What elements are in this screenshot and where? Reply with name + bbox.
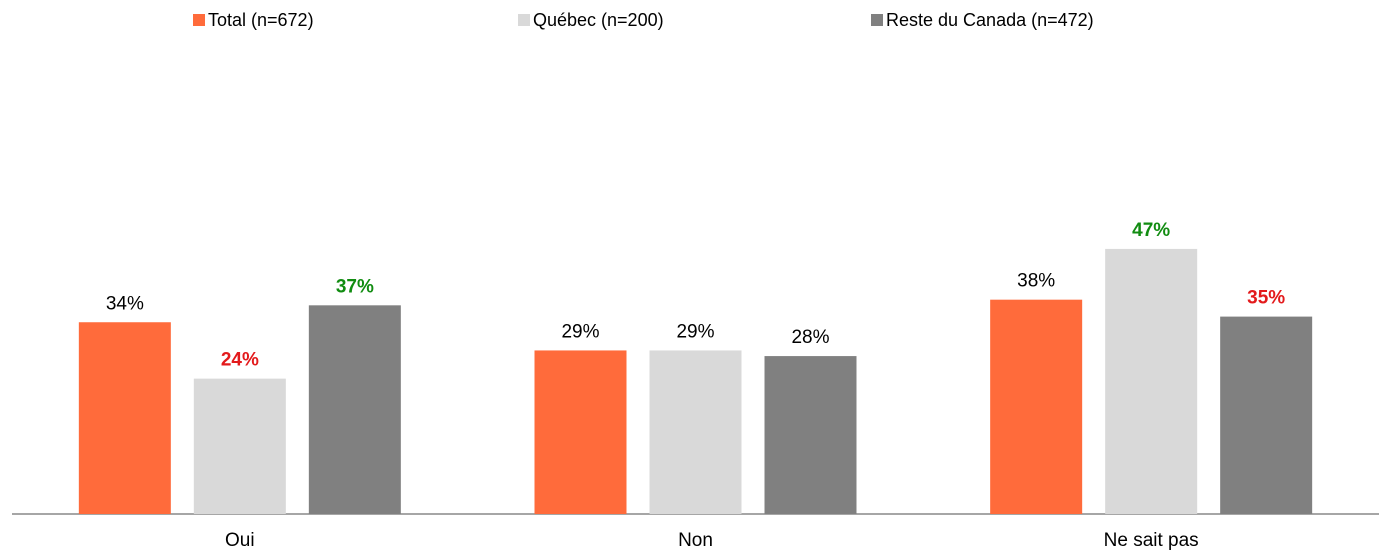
value-label: 34% xyxy=(106,293,144,314)
x-tick-label: Non xyxy=(678,530,713,551)
bar xyxy=(1105,248,1198,515)
bar xyxy=(649,350,742,514)
legend-label: Québec (n=200) xyxy=(533,10,664,30)
bar xyxy=(534,350,627,514)
value-label: 47% xyxy=(1132,220,1170,241)
bar xyxy=(193,378,286,514)
value-label: 37% xyxy=(336,276,374,297)
bar xyxy=(308,305,401,514)
legend-swatch xyxy=(193,14,205,26)
value-label: 28% xyxy=(791,327,829,348)
value-label: 24% xyxy=(221,350,259,371)
legend-label: Reste du Canada (n=472) xyxy=(886,10,1094,30)
legend-swatch xyxy=(871,14,883,26)
legend-label: Total (n=672) xyxy=(208,10,314,30)
bar xyxy=(78,322,171,514)
value-label: 29% xyxy=(561,321,599,342)
x-tick-label: Ne sait pas xyxy=(1104,530,1199,551)
bar xyxy=(990,299,1083,514)
value-label: 29% xyxy=(676,321,714,342)
x-tick-label: Oui xyxy=(225,530,255,551)
value-label: 35% xyxy=(1247,288,1285,309)
bar xyxy=(764,356,857,514)
legend-swatch xyxy=(518,14,530,26)
value-label: 38% xyxy=(1017,271,1055,292)
bar xyxy=(1220,316,1313,514)
